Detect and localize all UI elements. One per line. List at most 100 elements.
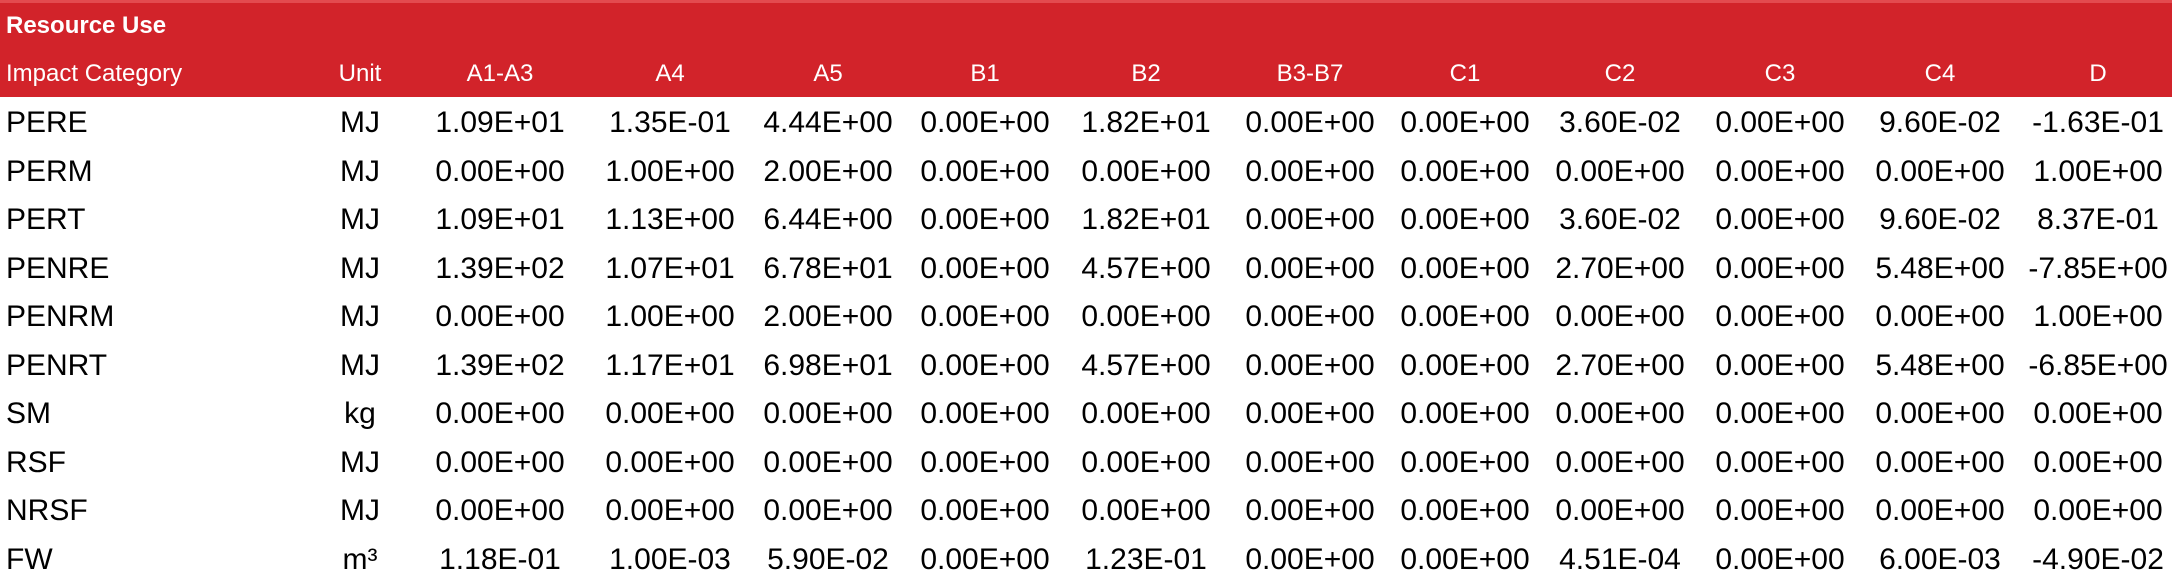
table-row: PERM MJ 0.00E+00 1.00E+00 2.00E+00 0.00E+00 0.…: [0, 148, 2172, 197]
value-cell: 0.00E+00: [763, 494, 893, 527]
value-cell: 1.18E-01: [439, 542, 561, 576]
table-header-band: [0, 0, 2172, 97]
unit-cell: MJ: [340, 154, 380, 188]
value-cell: 0.00E+00: [920, 445, 1050, 479]
value-cell: -4.90E-02: [2032, 542, 2164, 576]
value-cell: 4.57E+00: [1081, 348, 1211, 382]
column-header-row: Impact Category Unit A1-A3 A4 A5 B1 B2 B3-B7 C1 C…: [0, 56, 2172, 92]
value-cell: 0.00E+00: [1245, 445, 1375, 479]
value-cell: 6.98E+01: [763, 348, 893, 382]
table-row: NRSF MJ 0.00E+00 0.00E+00 0.00E+00 0.00E+00 0.…: [0, 487, 2172, 536]
value-cell: 0.00E+00: [1400, 542, 1530, 576]
value-cell: 0.00E+00: [1715, 106, 1845, 139]
value-cell: 0.00E+00: [435, 397, 565, 430]
value-cell: 6.78E+01: [763, 251, 893, 285]
value-cell: 0.00E+00: [1081, 154, 1211, 188]
value-cell: 0.00E+00: [435, 154, 565, 188]
value-cell: 3.60E-02: [1559, 203, 1681, 236]
value-cell: 0.00E+00: [1400, 348, 1530, 382]
value-cell: 1.00E+00: [2033, 154, 2163, 188]
table-body: PERE MJ 1.09E+01 1.35E-01 4.44E+00 0.00E+00 1.…: [0, 99, 2172, 584]
value-cell: 0.00E+00: [1245, 106, 1375, 139]
value-cell: 0.00E+00: [1715, 203, 1845, 236]
value-cell: 5.48E+00: [1875, 251, 2005, 285]
value-cell: 0.00E+00: [1245, 542, 1375, 576]
value-cell: 1.82E+01: [1081, 203, 1211, 236]
header-a5: A5: [813, 60, 843, 87]
value-cell: 0.00E+00: [1400, 106, 1530, 139]
value-cell: 0.00E+00: [1715, 251, 1845, 285]
header-c2: C2: [1604, 60, 1636, 87]
value-cell: 0.00E+00: [1081, 397, 1211, 430]
value-cell: 0.00E+00: [1875, 445, 2005, 479]
value-cell: 0.00E+00: [1400, 203, 1530, 236]
table-row: PENRT MJ 1.39E+02 1.17E+01 6.98E+01 0.00E+00 4…: [0, 342, 2172, 391]
value-cell: 0.00E+00: [1081, 494, 1211, 527]
value-cell: 0.00E+00: [920, 251, 1050, 285]
header-c4: C4: [1924, 60, 1956, 87]
value-cell: 0.00E+00: [1715, 348, 1845, 382]
unit-cell: m³: [342, 542, 378, 576]
table-row: PERE MJ 1.09E+01 1.35E-01 4.44E+00 0.00E+00 1.…: [0, 99, 2172, 148]
value-cell: 0.00E+00: [1715, 542, 1845, 576]
value-cell: 0.00E+00: [1715, 300, 1845, 333]
impact-category-cell: PENRE: [6, 251, 110, 285]
value-cell: 1.07E+01: [605, 251, 735, 285]
value-cell: 0.00E+00: [1081, 445, 1211, 479]
value-cell: 0.00E+00: [1555, 154, 1685, 188]
value-cell: 1.00E+00: [2033, 300, 2163, 333]
value-cell: 0.00E+00: [1715, 154, 1845, 188]
value-cell: 0.00E+00: [1245, 348, 1375, 382]
value-cell: 0.00E+00: [1555, 300, 1685, 333]
table-row: PERT MJ 1.09E+01 1.13E+00 6.44E+00 0.00E+00 1.…: [0, 196, 2172, 245]
value-cell: 0.00E+00: [1400, 154, 1530, 188]
table-row: PENRE MJ 1.39E+02 1.07E+01 6.78E+01 0.00E+00 4…: [0, 245, 2172, 294]
impact-category-cell: PENRT: [6, 348, 108, 382]
unit-cell: MJ: [340, 348, 380, 382]
header-c3: C3: [1764, 60, 1796, 87]
value-cell: 0.00E+00: [605, 494, 735, 527]
value-cell: 0.00E+00: [1400, 445, 1530, 479]
impact-category-cell: RSF: [6, 445, 66, 479]
value-cell: 0.00E+00: [1875, 494, 2005, 527]
value-cell: 5.48E+00: [1875, 348, 2005, 382]
value-cell: 0.00E+00: [1245, 251, 1375, 285]
value-cell: 0.00E+00: [920, 494, 1050, 527]
value-cell: 0.00E+00: [1875, 300, 2005, 333]
table-row: RSF MJ 0.00E+00 0.00E+00 0.00E+00 0.00E+00 0.0…: [0, 439, 2172, 488]
header-b1: B1: [970, 60, 1000, 87]
value-cell: 0.00E+00: [920, 542, 1050, 576]
value-cell: 1.39E+02: [435, 251, 565, 285]
value-cell: 0.00E+00: [763, 445, 893, 479]
section-title: Resource Use: [6, 12, 167, 39]
value-cell: 3.60E-02: [1559, 106, 1681, 139]
header-impact-category: Impact Category: [6, 60, 183, 87]
header-a4: A4: [655, 60, 685, 87]
value-cell: 0.00E+00: [1245, 397, 1375, 430]
value-cell: 0.00E+00: [763, 397, 893, 430]
unit-cell: MJ: [340, 203, 380, 236]
value-cell: -1.63E-01: [2032, 106, 2164, 139]
impact-category-cell: PERT: [6, 203, 86, 236]
value-cell: 1.82E+01: [1081, 106, 1211, 139]
header-c1: C1: [1449, 60, 1481, 87]
value-cell: 0.00E+00: [1875, 154, 2005, 188]
value-cell: 2.70E+00: [1555, 251, 1685, 285]
table-row: SM kg 0.00E+00 0.00E+00 0.00E+00 0.00E+00 0.00…: [0, 390, 2172, 439]
impact-category-cell: NRSF: [6, 494, 88, 527]
value-cell: 0.00E+00: [1081, 300, 1211, 333]
unit-cell: MJ: [340, 251, 380, 285]
value-cell: 0.00E+00: [920, 397, 1050, 430]
header-b2: B2: [1131, 60, 1161, 87]
impact-category-cell: SM: [6, 397, 51, 430]
value-cell: 0.00E+00: [1875, 397, 2005, 430]
value-cell: 2.00E+00: [763, 300, 893, 333]
value-cell: 0.00E+00: [435, 494, 565, 527]
value-cell: 0.00E+00: [1715, 445, 1845, 479]
value-cell: 0.00E+00: [1555, 445, 1685, 479]
unit-cell: MJ: [340, 445, 380, 479]
value-cell: 5.90E-02: [767, 542, 889, 576]
unit-cell: MJ: [340, 106, 380, 139]
value-cell: 0.00E+00: [605, 397, 735, 430]
